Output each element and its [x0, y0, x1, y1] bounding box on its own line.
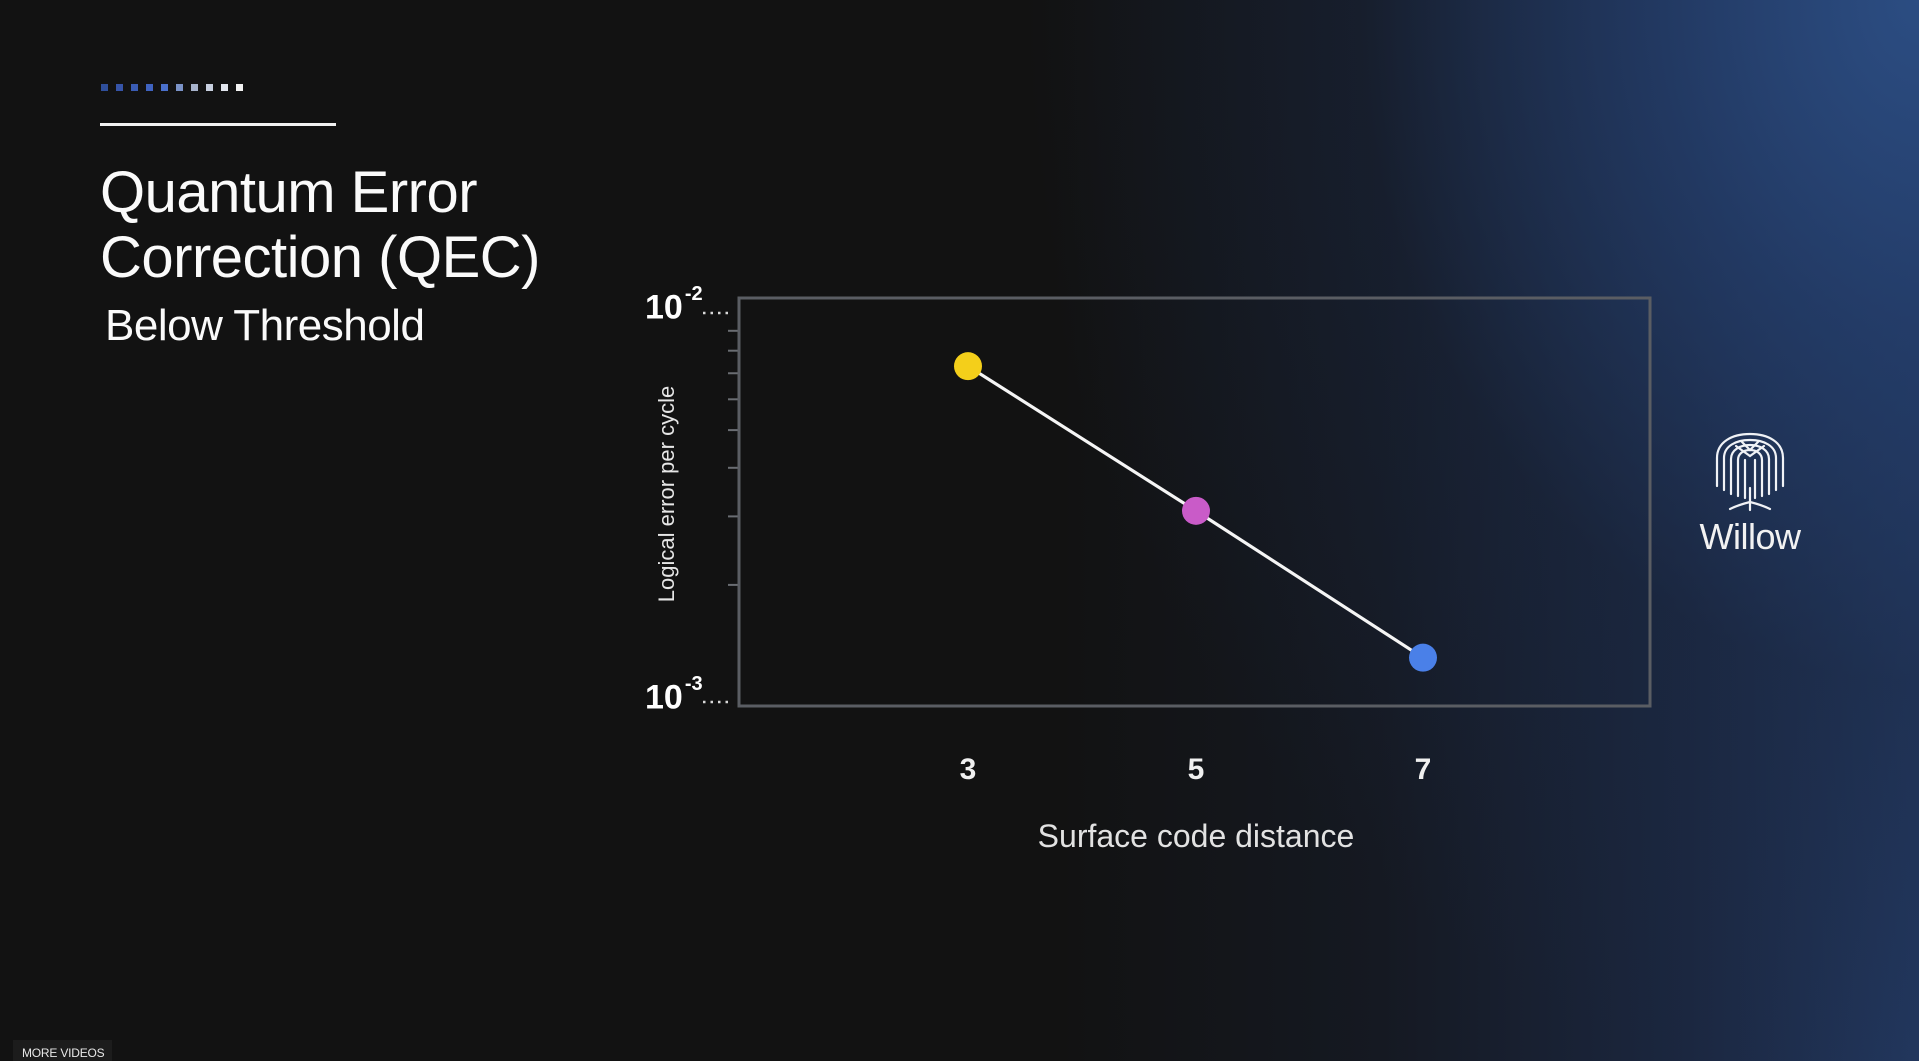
progress-square-3: [131, 84, 138, 91]
progress-square-1: [101, 84, 108, 91]
progress-square-9: [221, 84, 228, 91]
progress-square-4: [146, 84, 153, 91]
slide-progress-indicator: [101, 84, 243, 91]
data-point-d3: [954, 352, 982, 381]
progress-square-5: [161, 84, 168, 91]
willow-tree-icon: [1715, 432, 1785, 512]
progress-square-10: [236, 84, 243, 91]
willow-wordmark: Willow: [1699, 516, 1802, 557]
y-tick-bottom: 10 -3: [645, 673, 703, 717]
progress-square-2: [116, 84, 123, 91]
y-axis-label: Logical error per cycle: [654, 385, 679, 603]
x-axis-label: Surface code distance: [1037, 818, 1355, 854]
x-tick-3: 3: [959, 753, 977, 786]
title-line-1: Quantum Error: [100, 160, 478, 225]
data-points: [954, 352, 1437, 672]
chart-frame: [737, 296, 1652, 708]
progress-square-7: [191, 84, 198, 91]
y-minor-ticks: [728, 329, 738, 586]
x-tick-5: 5: [1187, 753, 1205, 786]
x-tick-7: 7: [1414, 753, 1432, 786]
more-videos-button[interactable]: MORE VIDEOS: [13, 1040, 113, 1061]
data-point-d5: [1182, 496, 1210, 525]
slide-subtitle: Below Threshold: [105, 301, 425, 350]
slide-title: Quantum Error Correction (QEC): [100, 160, 540, 290]
data-point-d7: [1409, 643, 1437, 672]
title-line-2: Correction (QEC): [100, 225, 540, 290]
y-tick-top: 10 -2: [645, 283, 703, 327]
progress-square-6: [176, 84, 183, 91]
progress-square-8: [206, 84, 213, 91]
title-divider: [100, 123, 336, 126]
willow-logo: Willow: [1690, 430, 1810, 558]
